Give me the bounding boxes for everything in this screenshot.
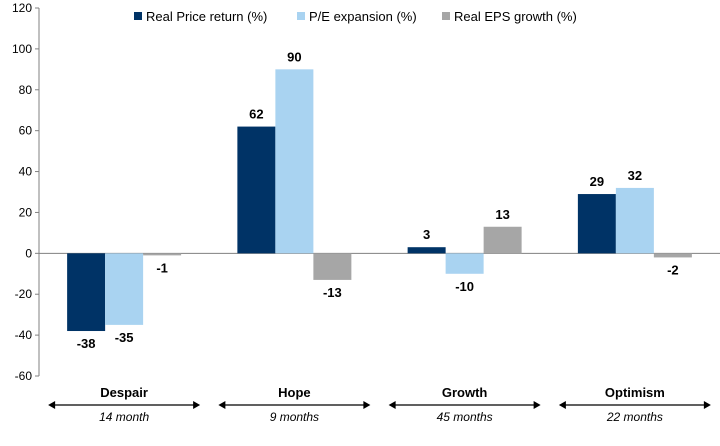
duration-label: 9 months <box>270 410 319 424</box>
arrow-head-right <box>193 401 201 409</box>
y-tick-label: 0 <box>25 246 32 260</box>
duration-label: 22 months <box>606 410 663 424</box>
duration-label: 45 months <box>437 410 493 424</box>
data-label: 62 <box>249 107 263 122</box>
y-tick-label: 80 <box>19 83 33 97</box>
bar <box>615 187 654 254</box>
y-tick-label: -60 <box>15 369 33 383</box>
bar <box>143 253 182 256</box>
y-tick-label: 20 <box>19 205 33 219</box>
data-labels: -38 -35 -1 62 90 -13 3 -10 13 29 32 -2 <box>77 49 679 351</box>
bar <box>105 253 144 325</box>
data-label: 32 <box>628 168 642 183</box>
bar <box>237 126 276 254</box>
legend-swatch <box>297 12 305 20</box>
bars <box>67 69 692 332</box>
legend-label: P/E expansion (%) <box>309 9 417 24</box>
bar <box>275 69 314 254</box>
data-label: -13 <box>323 285 342 300</box>
arrow-head-left <box>48 401 56 409</box>
category-label: Hope <box>278 385 311 400</box>
bar <box>407 247 446 254</box>
arrow-head-right <box>363 401 371 409</box>
arrow-head-right <box>533 401 541 409</box>
legend-swatch <box>442 12 450 20</box>
legend-label: Real EPS growth (%) <box>454 9 577 24</box>
bar <box>483 226 522 254</box>
bar <box>653 253 692 258</box>
duration-label: 14 month <box>99 410 149 424</box>
category-label: Optimism <box>605 385 665 400</box>
legend-swatch <box>134 12 142 20</box>
y-tick-label: 120 <box>12 1 32 15</box>
data-label: -38 <box>77 336 96 351</box>
legend: Real Price return (%) P/E expansion (%) Re… <box>134 9 577 24</box>
data-label: 13 <box>495 207 509 222</box>
data-label: -1 <box>156 260 168 275</box>
category-label: Growth <box>442 385 488 400</box>
y-tick-label: 40 <box>19 165 33 179</box>
arrow-head-right <box>703 401 711 409</box>
arrow-head-left <box>218 401 226 409</box>
data-label: -35 <box>115 330 134 345</box>
bar <box>313 253 352 280</box>
axes: -60 -40 -20 0 20 40 60 80 100 120 <box>12 1 720 383</box>
y-tick-label: -40 <box>15 328 33 342</box>
data-label: -2 <box>667 262 679 277</box>
arrow-head-left <box>388 401 396 409</box>
y-tick-label: 100 <box>12 42 32 56</box>
bar <box>445 253 484 274</box>
bar <box>577 194 616 254</box>
arrow-head-left <box>558 401 566 409</box>
bar <box>67 253 106 332</box>
data-label: 3 <box>423 227 430 242</box>
legend-label: Real Price return (%) <box>146 9 267 24</box>
data-label: 29 <box>590 174 604 189</box>
y-tick-label: -20 <box>15 287 33 301</box>
category-labels: Despair 14 month Hope 9 months Growth 45 mont… <box>48 385 711 424</box>
data-label: 90 <box>287 49 301 64</box>
category-label: Despair <box>100 385 148 400</box>
y-tick-label: 60 <box>19 124 33 138</box>
data-label: -10 <box>455 279 474 294</box>
